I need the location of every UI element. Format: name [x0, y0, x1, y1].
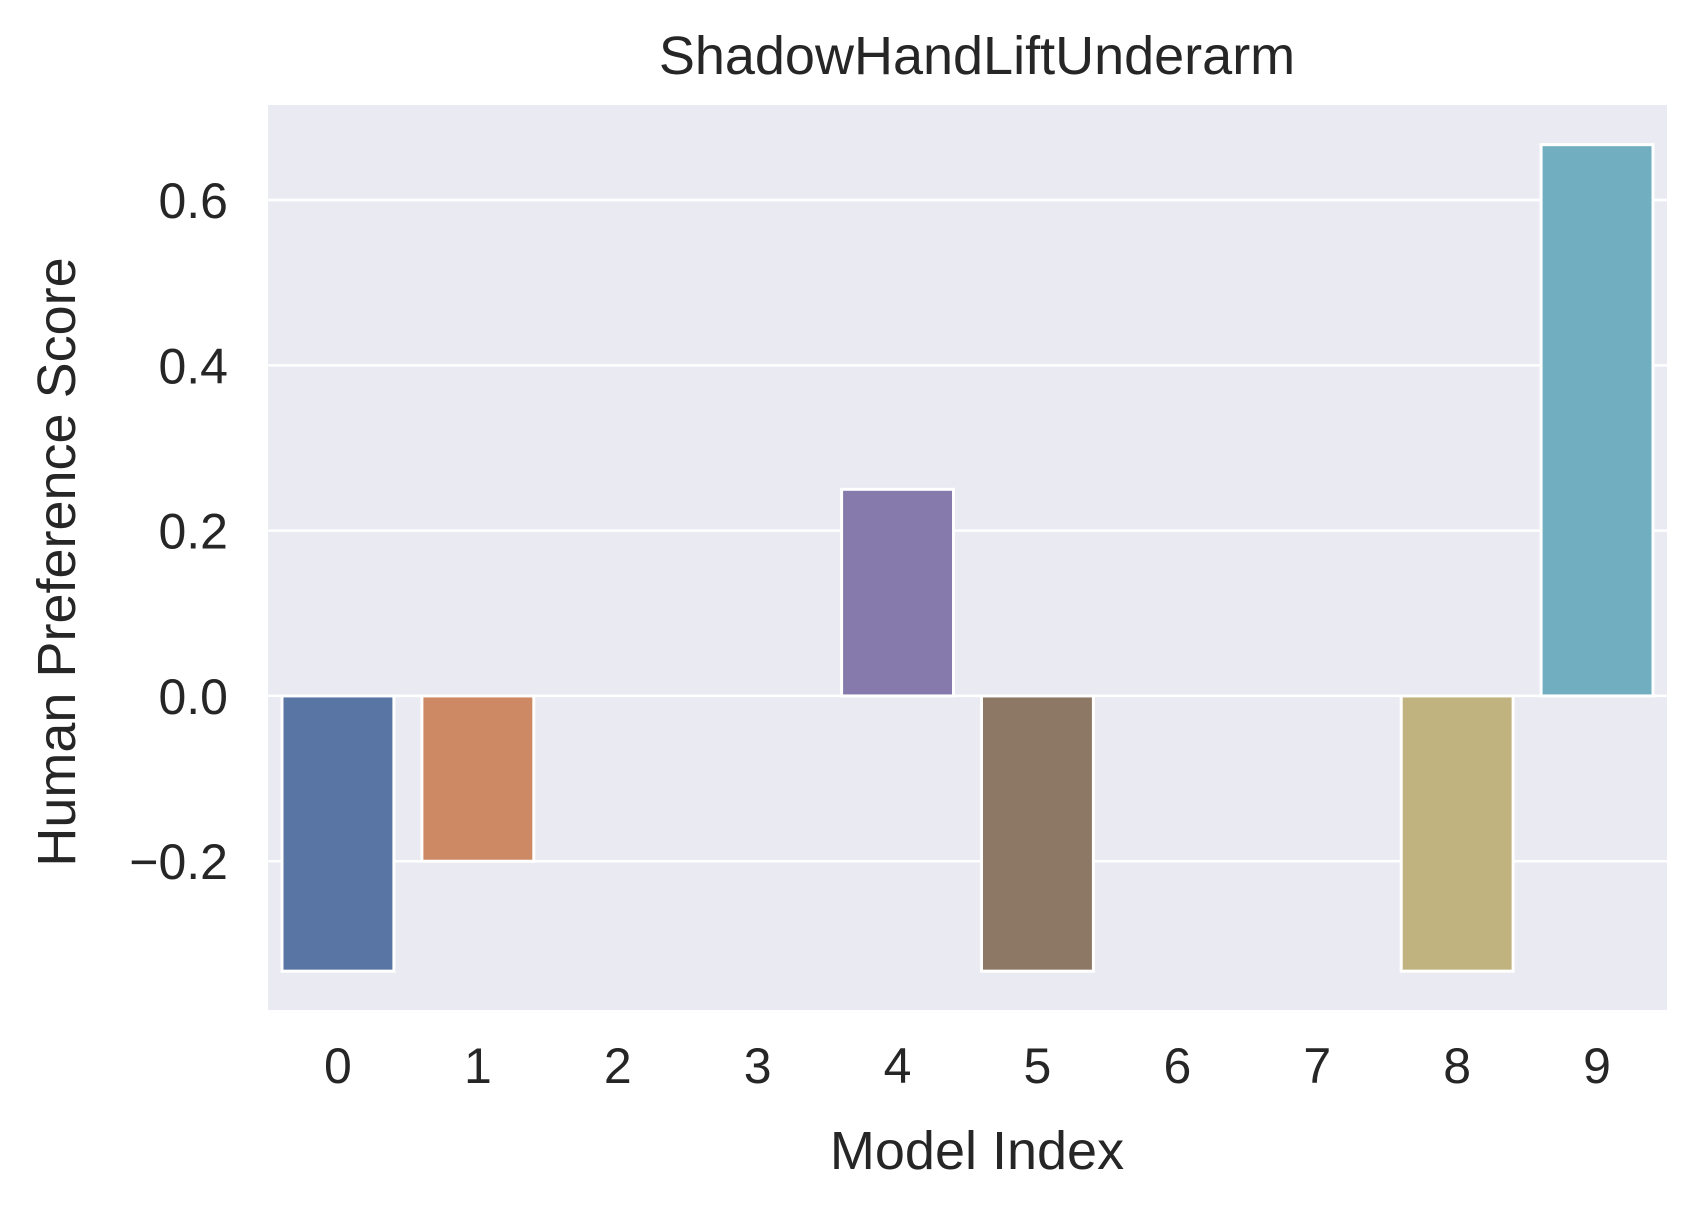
chart-title: ShadowHandLiftUnderarm — [659, 26, 1295, 86]
y-tick-label: 0.4 — [158, 338, 228, 394]
y-tick-label: 0.0 — [158, 669, 228, 725]
bar-0 — [280, 694, 396, 973]
y-tick-label: 0.2 — [158, 504, 228, 560]
x-tick-label: 2 — [604, 1038, 632, 1094]
bar-4 — [840, 487, 956, 698]
x-tick-label: 7 — [1303, 1038, 1331, 1094]
x-tick-label: 9 — [1583, 1038, 1611, 1094]
bar-1 — [420, 694, 536, 863]
x-axis-label: Model Index — [830, 1121, 1124, 1181]
x-tick-label: 0 — [324, 1038, 352, 1094]
bar-8 — [1399, 694, 1515, 973]
y-tick-label: 0.6 — [158, 173, 228, 229]
plot-area — [268, 105, 1667, 1010]
y-tick-label: −0.2 — [129, 834, 228, 890]
y-axis: −0.2 0.0 0.2 0.4 0.6 — [129, 173, 228, 890]
x-tick-label: 4 — [884, 1038, 912, 1094]
x-axis: 0 1 2 3 4 5 6 7 8 9 — [324, 1038, 1611, 1094]
x-tick-label: 1 — [464, 1038, 492, 1094]
x-tick-label: 3 — [744, 1038, 772, 1094]
bar-5 — [979, 694, 1095, 973]
x-tick-label: 6 — [1163, 1038, 1191, 1094]
bar-9 — [1539, 143, 1655, 698]
x-tick-label: 8 — [1443, 1038, 1471, 1094]
x-tick-label: 5 — [1024, 1038, 1052, 1094]
y-axis-label: Human Preference Score — [27, 257, 87, 866]
